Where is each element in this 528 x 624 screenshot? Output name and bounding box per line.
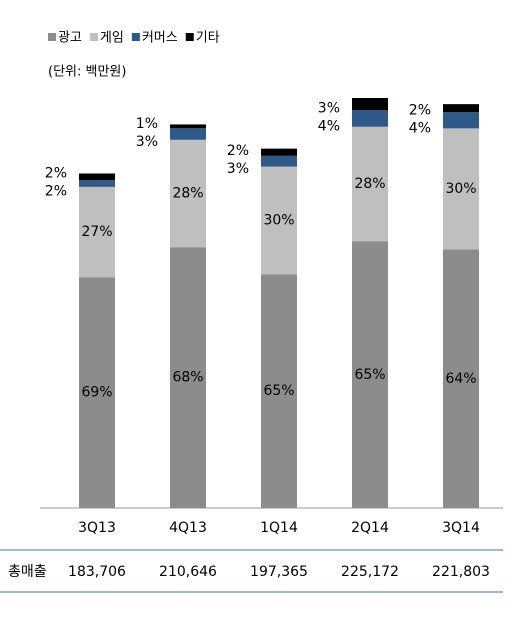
- value-label: 68%: [172, 370, 203, 386]
- bar-segment: [170, 247, 206, 508]
- value-label: 3%: [227, 161, 249, 177]
- bar-segment: [170, 124, 206, 129]
- bar-segment: [443, 128, 479, 250]
- value-label: 64%: [445, 371, 476, 387]
- bar-segment: [352, 110, 388, 127]
- bar-segment: [79, 277, 115, 508]
- value-label: 2%: [227, 143, 249, 159]
- bar-segment: [261, 155, 297, 167]
- x-tick-label: 3Q13: [78, 520, 116, 536]
- value-label: 28%: [354, 176, 385, 192]
- value-label: 65%: [263, 383, 294, 399]
- legend-swatch: [89, 33, 98, 41]
- bar-segment: [170, 139, 206, 248]
- value-label: 2%: [409, 102, 431, 118]
- total: 183,706: [68, 564, 126, 580]
- value-label: 27%: [81, 224, 112, 240]
- x-tick-label: 3Q14: [442, 520, 480, 536]
- bar-segment: [352, 98, 388, 111]
- value-label: 4%: [409, 120, 431, 136]
- value-label: 3%: [318, 101, 340, 117]
- bar-segment: [261, 166, 297, 275]
- value-label: 28%: [172, 185, 203, 201]
- legend-label: 게임: [100, 31, 124, 46]
- legend-label: 광고: [58, 31, 82, 46]
- x-tick-label: 1Q14: [260, 520, 298, 536]
- value-label: 65%: [354, 367, 385, 383]
- value-label: 30%: [263, 213, 294, 229]
- total: 197,365: [250, 564, 308, 580]
- legend-swatch: [48, 33, 56, 41]
- bar-segment: [352, 241, 388, 508]
- legend-label: 기타: [196, 31, 220, 46]
- bar-segment: [443, 112, 479, 129]
- bar-segment: [261, 148, 297, 156]
- value-label: 69%: [81, 385, 112, 401]
- bar-segment: [443, 249, 479, 508]
- total: 221,803: [432, 564, 490, 580]
- x-tick-label: 2Q14: [351, 520, 389, 536]
- value-label: 2%: [45, 166, 67, 182]
- value-label: 1%: [136, 116, 158, 132]
- legend-swatch: [185, 33, 194, 41]
- total: 210,646: [159, 564, 217, 580]
- bar-segment: [443, 104, 479, 113]
- row-header: 총매출: [8, 564, 47, 580]
- legend-swatch: [131, 33, 140, 41]
- bar-segment: [352, 126, 388, 242]
- bar-segment: [170, 128, 206, 140]
- bar-segment: [79, 173, 115, 181]
- value-label: 2%: [45, 184, 67, 200]
- value-label: 3%: [136, 134, 158, 150]
- x-tick-label: 4Q13: [169, 520, 207, 536]
- value-label: 30%: [445, 181, 476, 197]
- bar-segment: [261, 274, 297, 508]
- bar-segment: [79, 186, 115, 278]
- subtitle: (단위: 백만원): [48, 65, 126, 80]
- total: 225,172: [341, 564, 399, 580]
- value-label: 4%: [318, 119, 340, 135]
- bar-segment: [79, 180, 115, 187]
- legend-label: 커머스: [142, 31, 178, 46]
